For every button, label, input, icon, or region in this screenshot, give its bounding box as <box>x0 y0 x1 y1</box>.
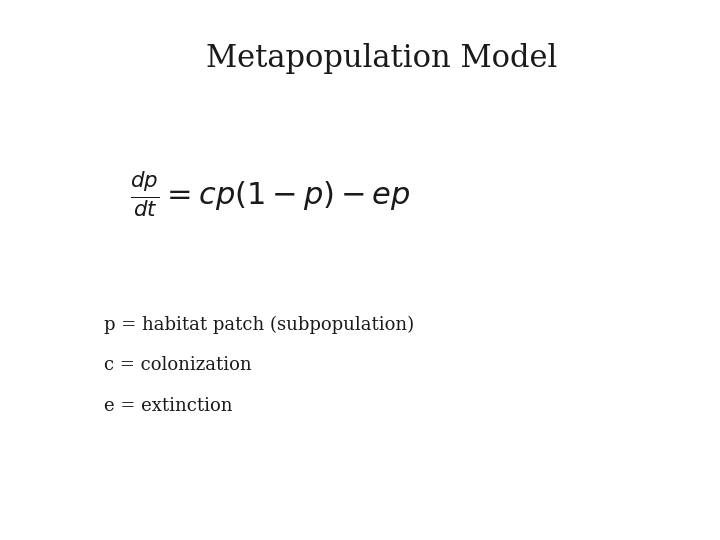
Text: p = habitat patch (subpopulation): p = habitat patch (subpopulation) <box>104 316 415 334</box>
Text: e = extinction: e = extinction <box>104 397 233 415</box>
Text: c = colonization: c = colonization <box>104 356 252 374</box>
Text: $\frac{dp}{dt} = cp\left(1 - p\right)- ep$: $\frac{dp}{dt} = cp\left(1 - p\right)- e… <box>130 170 410 219</box>
Text: Metapopulation Model: Metapopulation Model <box>206 43 557 74</box>
